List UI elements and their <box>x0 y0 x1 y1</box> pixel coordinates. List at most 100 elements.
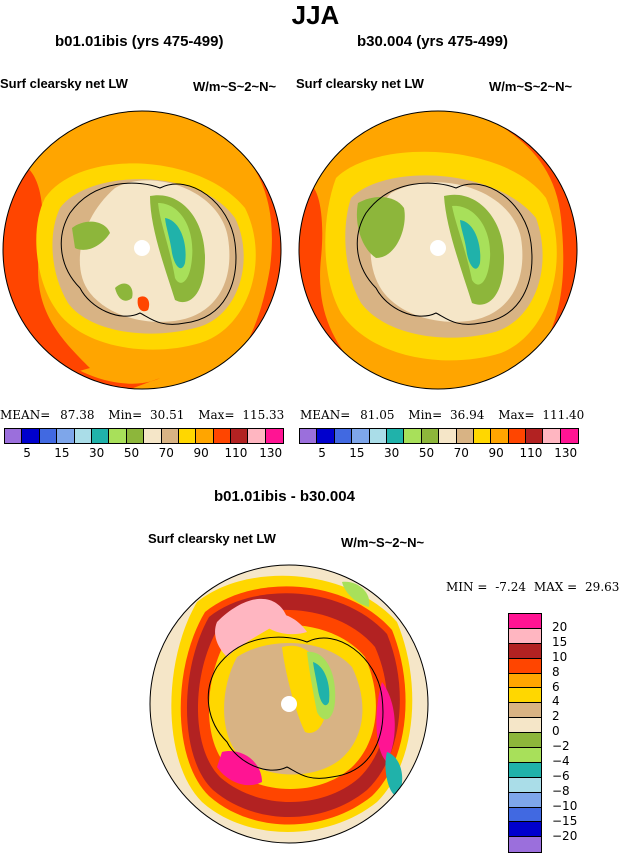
diff-title: b01.01ibis - b30.004 <box>214 488 355 505</box>
colorbar-tick-label: 30 <box>384 446 400 460</box>
colorbar-tick-label: 20 <box>552 619 568 634</box>
colorbar-swatch <box>22 429 40 443</box>
panel1-min-value: 30.51 <box>150 408 185 422</box>
panel1-mean-label: MEAN= <box>0 408 51 422</box>
colorbar-swatch <box>317 429 335 443</box>
panel2-units: W/m~S~2~N~ <box>489 79 573 94</box>
colorbar-swatch <box>404 429 422 443</box>
panel1-case-title: b01.01ibis (yrs 475-499) <box>55 33 224 50</box>
colorbar-swatch <box>509 777 541 793</box>
panel2-stats: MEAN= 81.05 Min= 36.94 Max= 111.40 <box>300 408 584 422</box>
colorbar-swatch <box>509 614 541 629</box>
colorbar-swatch <box>473 429 492 443</box>
panel2-mean-label: MEAN= <box>300 408 351 422</box>
colorbar-swatch <box>91 429 110 443</box>
colorbar-swatch <box>439 429 457 443</box>
colorbar-swatch <box>509 718 541 734</box>
colorbar-tick-label: −2 <box>552 739 570 754</box>
diff-min-value: -7.24 <box>495 580 527 594</box>
colorbar-swatch <box>386 429 405 443</box>
colorbar-swatch <box>509 733 541 749</box>
panel2-max-label: Max= <box>498 408 535 422</box>
colorbar-swatch <box>5 429 23 443</box>
colorbar-swatch <box>509 658 541 674</box>
colorbar-swatch <box>509 643 541 659</box>
colorbar-tick-label: 110 <box>519 446 543 460</box>
colorbar-tick-label: 8 <box>552 664 560 679</box>
colorbar-swatch <box>126 429 145 443</box>
colorbar-tick-label: −20 <box>552 828 578 843</box>
colorbar-tick-label: 15 <box>349 446 365 460</box>
colorbar-swatch <box>509 673 541 689</box>
panel2-min-value: 36.94 <box>450 408 485 422</box>
colorbar-tick-label: 5 <box>318 446 326 460</box>
colorbar-swatch <box>543 429 561 443</box>
colorbar-swatch <box>509 748 541 763</box>
colorbar-swatch <box>509 688 541 704</box>
colorbar-swatch <box>509 792 541 808</box>
colorbar-tick-label: −4 <box>552 754 570 768</box>
colorbar-tick-label: 0 <box>552 724 560 739</box>
colorbar-swatch <box>509 837 541 853</box>
colorbar-swatch <box>300 429 318 443</box>
colorbar-tick-label: 70 <box>453 446 469 460</box>
colorbar-tick-label: 50 <box>123 446 140 460</box>
colorbar-swatch <box>161 429 179 443</box>
colorbar-swatch <box>213 429 232 443</box>
panel1-polar-map <box>2 110 282 390</box>
colorbar-tick-label: −8 <box>552 783 570 798</box>
colorbar-tick-label: 6 <box>552 679 560 694</box>
colorbar-tick-label: 15 <box>54 446 70 460</box>
diff-minmax: MIN = -7.24 MAX = 29.63 <box>446 580 619 594</box>
colorbar-tick-label: 15 <box>552 634 568 649</box>
colorbar-swatch <box>508 429 527 443</box>
panel2-polar-map <box>298 110 578 390</box>
colorbar-tick-label: 110 <box>224 446 248 460</box>
colorbar-swatch <box>265 429 284 443</box>
colorbar-swatch <box>491 429 509 443</box>
colorbar-swatch <box>560 429 579 443</box>
diff-variable: Surf clearsky net LW <box>148 531 276 546</box>
colorbar-swatch <box>509 822 541 838</box>
colorbar-tick-label: 5 <box>23 446 31 460</box>
diff-min-label: MIN = <box>446 580 488 594</box>
panel2-mean-value: 81.05 <box>360 408 395 422</box>
colorbar-tick-label: 30 <box>89 446 105 460</box>
colorbar-tick-label: 50 <box>418 446 435 460</box>
colorbar-swatch <box>526 429 544 443</box>
colorbar-swatch <box>109 429 127 443</box>
colorbar-swatch <box>196 429 214 443</box>
colorbar-tick-label: 90 <box>193 446 209 460</box>
colorbar-tick-label: 10 <box>552 649 568 664</box>
colorbar-swatch <box>456 429 474 443</box>
panel1-stats: MEAN= 87.38 Min= 30.51 Max= 115.33 <box>0 408 284 422</box>
diff-max-value: 29.63 <box>585 580 620 594</box>
colorbar-tick-label: 4 <box>552 694 560 709</box>
colorbar-tick-label: −10 <box>552 798 578 813</box>
panel1-variable: Surf clearsky net LW <box>0 76 128 91</box>
panel1-units: W/m~S~2~N~ <box>193 79 277 94</box>
colorbar-swatch <box>39 429 58 443</box>
colorbar-tick-label: −15 <box>552 813 578 828</box>
diff-polar-map <box>149 564 429 844</box>
colorbar-swatch <box>509 628 541 644</box>
colorbar-tick-label: 130 <box>259 446 283 460</box>
panel1-max-label: Max= <box>198 408 235 422</box>
panel2-variable: Surf clearsky net LW <box>296 76 424 91</box>
colorbar-swatch <box>509 762 541 778</box>
colorbar-swatch <box>231 429 249 443</box>
colorbar-tick-label: 130 <box>554 446 578 460</box>
colorbar-swatch <box>334 429 353 443</box>
diff-units: W/m~S~2~N~ <box>341 535 425 550</box>
colorbar-tick-label: −6 <box>552 768 570 783</box>
colorbar-tick-label: 90 <box>488 446 504 460</box>
panel1-mean-value: 87.38 <box>60 408 95 422</box>
diff-max-label: MAX = <box>533 580 578 594</box>
figure-title: JJA <box>291 0 340 30</box>
panel2-min-label: Min= <box>408 408 443 422</box>
colorbar-swatch <box>57 429 75 443</box>
panel1-colorbar <box>4 428 285 444</box>
panel2-colorbar <box>299 428 580 444</box>
colorbar-swatch <box>144 429 162 443</box>
colorbar-swatch <box>352 429 370 443</box>
